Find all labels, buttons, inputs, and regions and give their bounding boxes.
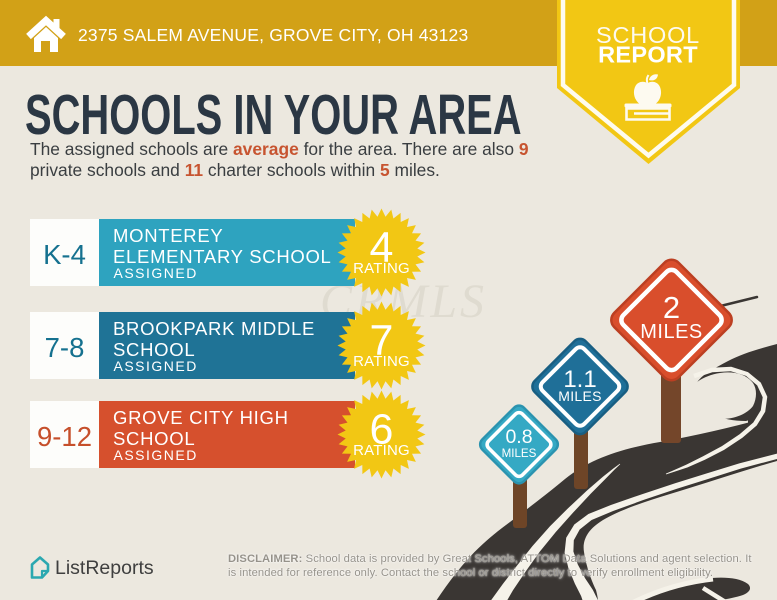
svg-text:4: 4 bbox=[370, 224, 394, 272]
svg-text:0.8: 0.8 bbox=[505, 426, 532, 448]
svg-text:RATING: RATING bbox=[353, 442, 410, 459]
svg-text:7: 7 bbox=[370, 317, 394, 365]
svg-text:SCHOOL: SCHOOL bbox=[596, 22, 700, 48]
svg-text:MILES: MILES bbox=[558, 388, 602, 404]
svg-text:RATING: RATING bbox=[353, 260, 410, 277]
svg-text:6: 6 bbox=[370, 406, 394, 454]
svg-text:1.1: 1.1 bbox=[563, 366, 596, 393]
svg-text:MILES: MILES bbox=[502, 447, 537, 460]
svg-text:RATING: RATING bbox=[353, 353, 410, 370]
svg-text:MILES: MILES bbox=[640, 321, 703, 343]
svg-text:2: 2 bbox=[663, 290, 680, 325]
svg-text:REPORT: REPORT bbox=[598, 42, 698, 68]
